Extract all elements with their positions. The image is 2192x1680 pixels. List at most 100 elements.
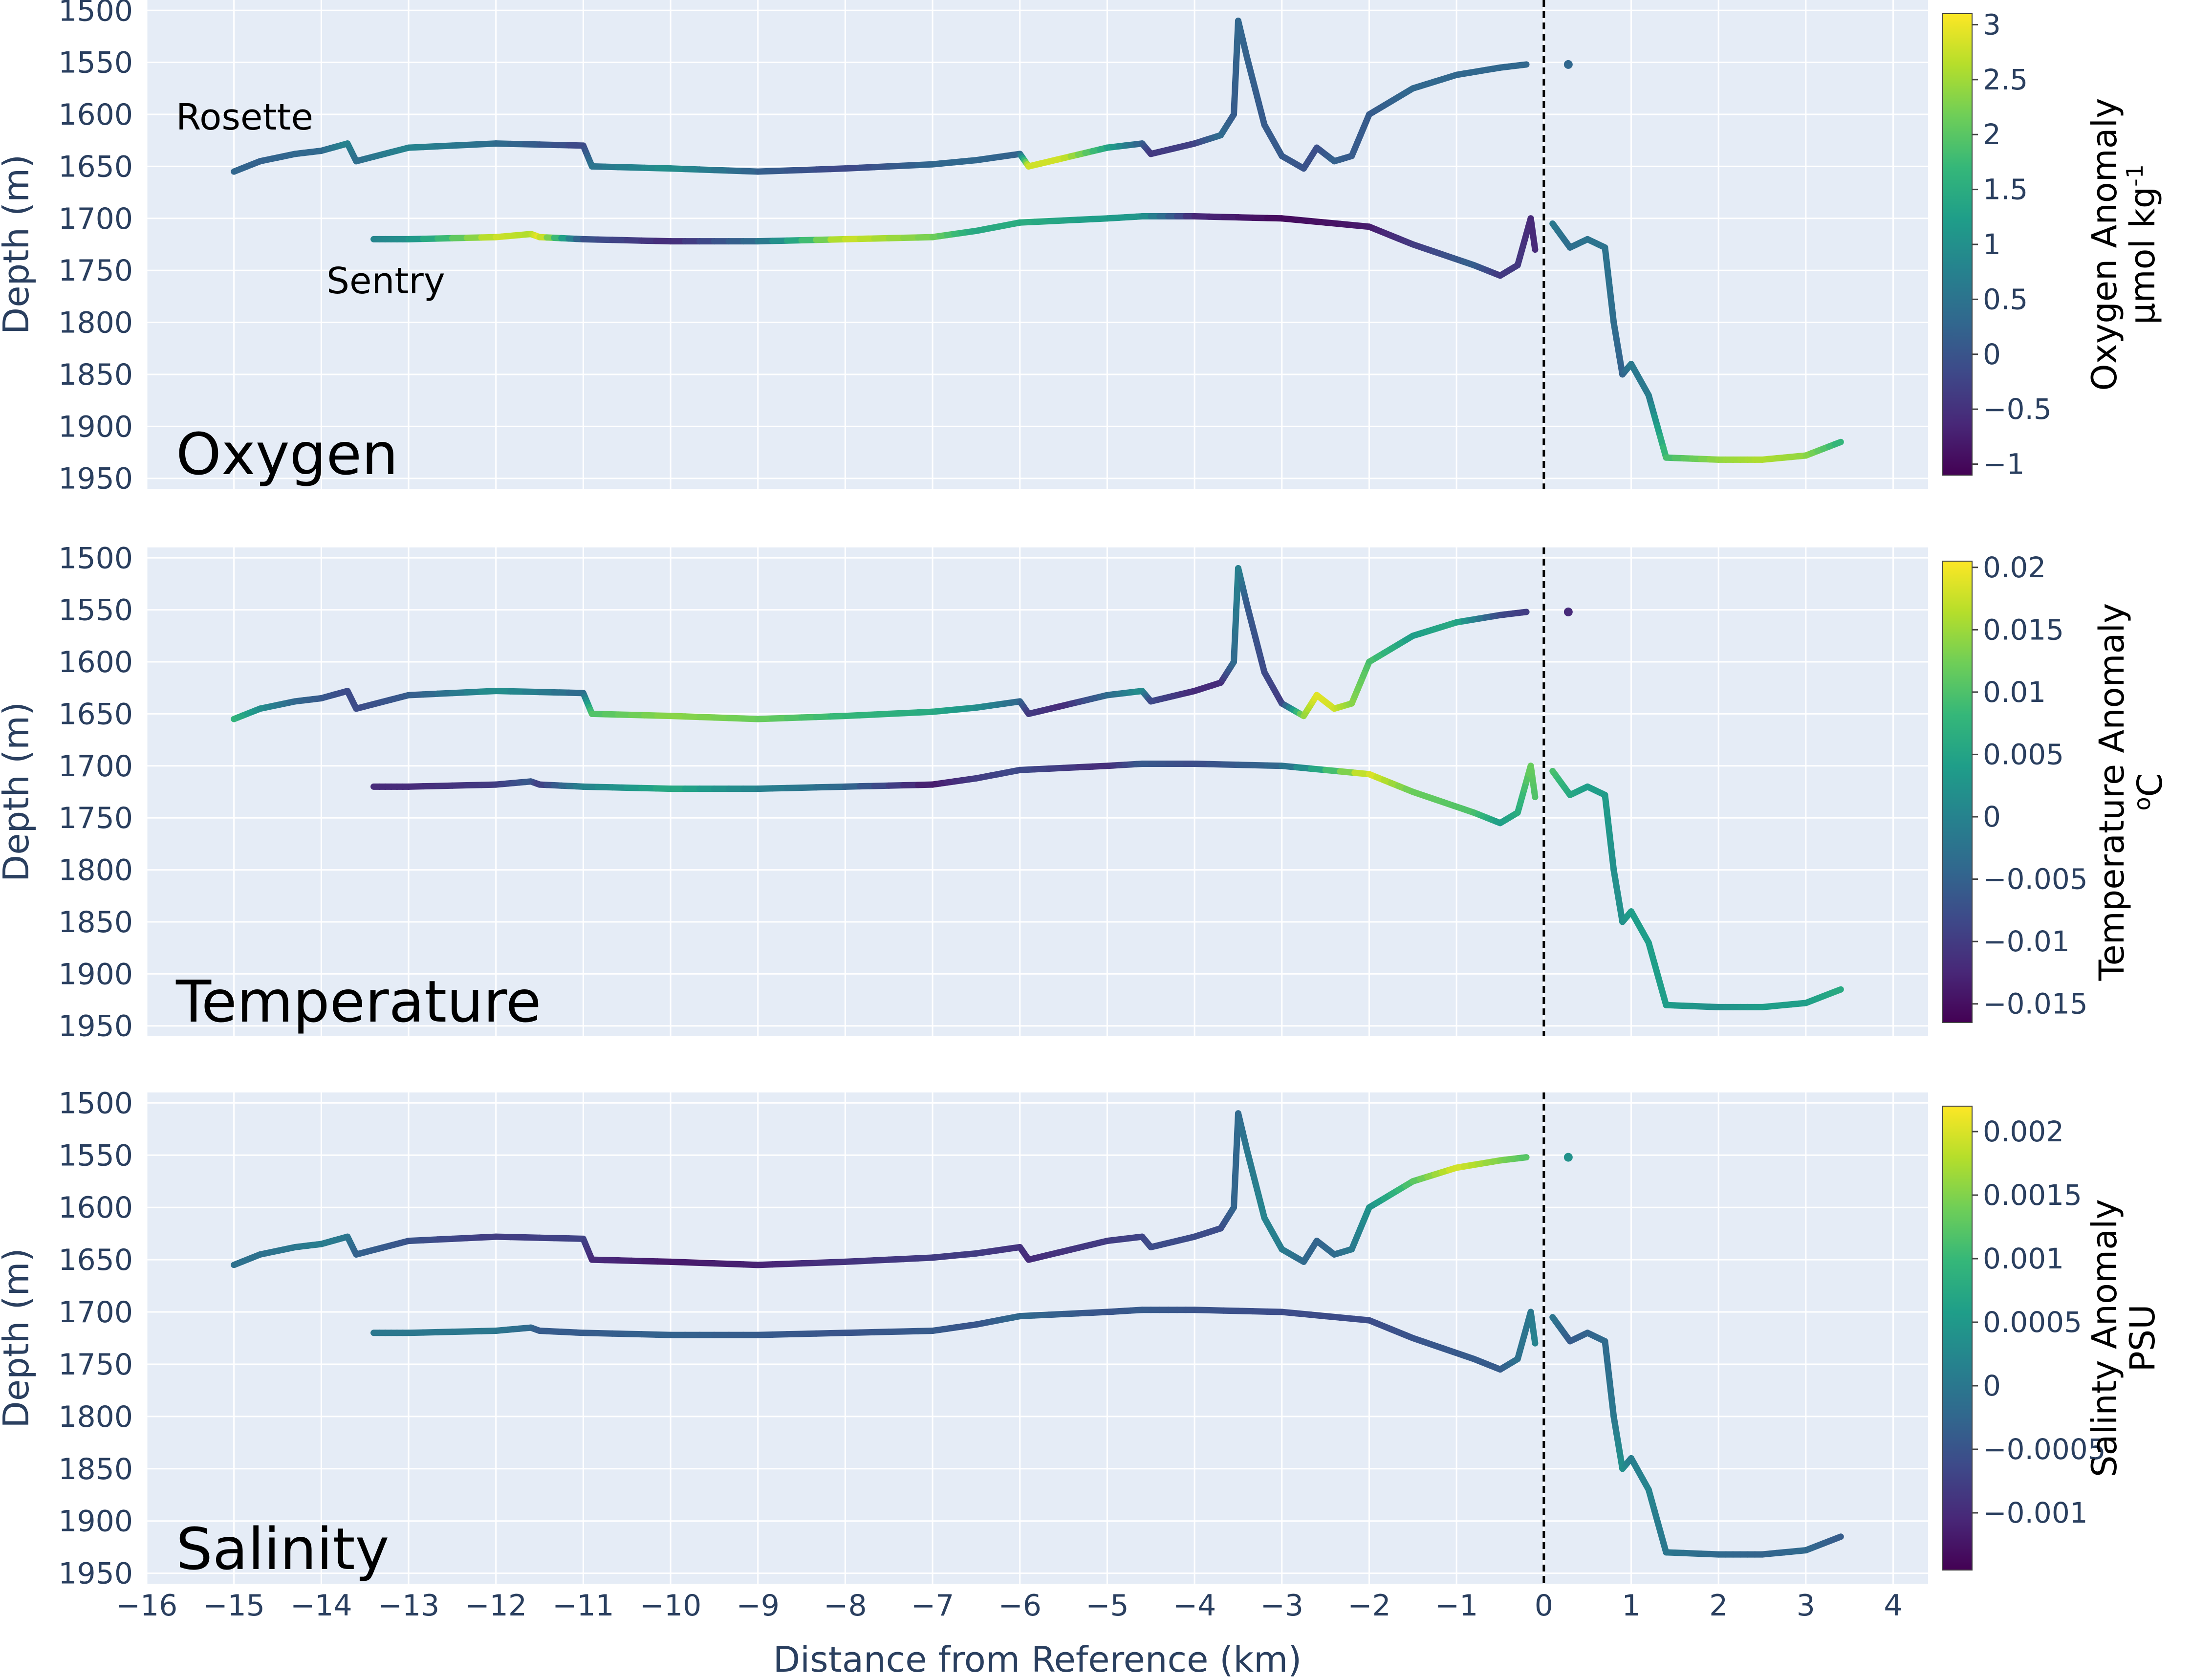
colorbar: 0.002 0.0015 0.001 0.0005 0 −0.0005 −0.001 Sali… (1942, 1106, 2163, 1571)
series-segment (1531, 1335, 1539, 1347)
colorbar-title-line1: Salinty Anomaly (2084, 1199, 2125, 1477)
colorbar-tick-label: 0.0015 (1983, 1178, 2082, 1212)
series-sentry (1549, 767, 1844, 1010)
y-tick-label: 1700 (58, 1295, 133, 1330)
colorbar-title-line1: Temperature Anomaly (2092, 603, 2132, 982)
panel-title: Temperature (175, 968, 541, 1035)
colorbar-title-unit: PSU (2123, 1305, 2163, 1372)
y-tick-label: 1500 (58, 541, 133, 575)
series-sentry (370, 1307, 1539, 1373)
y-tick-label: 1950 (58, 1557, 133, 1591)
y-tick-label: 1950 (58, 1009, 133, 1044)
panel-title: Oxygen (176, 420, 398, 488)
y-tick-label: 1650 (58, 1243, 133, 1277)
colorbar-tick-label: 0 (1983, 338, 2001, 371)
y-tick-label: 1950 (58, 462, 133, 496)
colorbar-title-unit: C (2130, 773, 2170, 797)
x-tick-label: −13 (378, 1589, 440, 1623)
y-tick-label: 1500 (58, 1086, 133, 1120)
y-tick-label: 1850 (58, 358, 133, 392)
x-tick-label: −14 (290, 1589, 352, 1623)
x-tick-label: −15 (203, 1589, 265, 1623)
colorbar-tick-label: 0.02 (1983, 551, 2046, 584)
data-point (1563, 60, 1573, 69)
x-axis-title: Distance from Reference (km) (773, 1639, 1302, 1680)
series-rosette (1563, 60, 1573, 69)
colorbar-tick-label: 0.01 (1983, 676, 2046, 709)
colorbar-tick-label: 2 (1983, 118, 2001, 151)
series-segment (1531, 788, 1539, 801)
colorbar-gradient (1942, 1106, 1973, 1571)
x-tick-label: 2 (1709, 1589, 1728, 1623)
y-axis-title: Depth (m) (0, 1248, 37, 1428)
colorbar-title-sup: o (2129, 797, 2155, 810)
colorbar-tick-label: 0.002 (1983, 1115, 2064, 1148)
colorbar-tick-label: 0 (1983, 1369, 2001, 1402)
colorbar-title-line2: oC (2129, 773, 2170, 810)
colorbar-tick-label: 0 (1983, 800, 2001, 833)
series-rosette (1563, 1153, 1573, 1162)
x-tick-label: −3 (1260, 1589, 1303, 1623)
colorbar-title-sup: -1 (2122, 164, 2148, 187)
x-tick-label: −8 (824, 1589, 867, 1623)
colorbar-tick-label: −0.01 (1983, 925, 2070, 958)
panel-1: 1500 1550 1600 1650 1700 1750 1800 1850 1900 1950… (0, 541, 2170, 1043)
x-tick-label: −4 (1173, 1589, 1216, 1623)
y-tick-label: 1750 (58, 254, 133, 288)
y-tick-label: 1700 (58, 202, 133, 236)
sentry-annotation: Sentry (326, 260, 445, 302)
colorbar-title-line2: μmol kg-1 (2122, 164, 2163, 325)
x-tick-label: −9 (737, 1589, 780, 1623)
y-tick-label: 1800 (58, 853, 133, 888)
x-tick-label: −12 (465, 1589, 527, 1623)
colorbar-tick-label: 0.001 (1983, 1242, 2064, 1275)
y-tick-label: 1900 (58, 1505, 133, 1539)
y-tick-label: 1900 (58, 957, 133, 991)
x-tick-label: −2 (1347, 1589, 1390, 1623)
colorbar-tick-label: −0.5 (1983, 393, 2052, 426)
x-tick-label: −6 (998, 1589, 1042, 1623)
y-tick-label: 1800 (58, 306, 133, 340)
panel-2: −16 −15 −14 −13 −12 −11 −10 −9 −8 −7 −6 −5 −4 −3 −2 −1 0… (0, 1086, 2163, 1623)
colorbar-tick-label: 1 (1983, 228, 2001, 261)
y-tick-label: 1550 (58, 1138, 133, 1173)
series-segment (1531, 241, 1539, 253)
series-sentry (1549, 220, 1844, 463)
colorbar-title-line2: PSU (2123, 1305, 2163, 1372)
series-segment (1831, 1533, 1844, 1542)
series-rosette (1563, 607, 1573, 616)
colorbar-tick-label: −1 (1983, 448, 2025, 481)
x-tick-label: −10 (640, 1589, 702, 1623)
y-tick-label: 1850 (58, 1452, 133, 1486)
plot-background (147, 1092, 1928, 1584)
colorbar-tick-label: 2.5 (1983, 63, 2028, 96)
y-tick-label: 1550 (58, 593, 133, 628)
x-tick-label: 0 (1535, 1589, 1553, 1623)
colorbar-tick-label: 3 (1983, 8, 2001, 41)
y-tick-label: 1600 (58, 645, 133, 679)
x-tick-label: −7 (911, 1589, 954, 1623)
colorbar-title-unit: μmol kg (2123, 187, 2163, 325)
y-tick-label: 1650 (58, 697, 133, 731)
colorbar-tick-label: 0.5 (1983, 283, 2028, 316)
colorbar-tick-label: 0.0005 (1983, 1306, 2082, 1339)
y-tick-label: 1600 (58, 1191, 133, 1225)
series-segment (1831, 438, 1844, 448)
x-tick-label: −5 (1085, 1589, 1129, 1623)
y-axis-title: Depth (m) (0, 702, 37, 882)
panel-title: Salinity (176, 1515, 389, 1583)
y-tick-label: 1900 (58, 410, 133, 444)
y-tick-label: 1600 (58, 98, 133, 132)
plot-background (147, 0, 1928, 489)
y-tick-label: 1700 (58, 749, 133, 784)
colorbar-tick-label: 1.5 (1983, 173, 2028, 206)
x-tick-label: 1 (1622, 1589, 1640, 1623)
series-rosette (231, 18, 1530, 175)
y-tick-label: 1500 (58, 0, 133, 28)
colorbar-gradient (1942, 561, 1973, 1023)
y-tick-label: 1550 (58, 46, 133, 80)
series-rosette (231, 565, 1530, 722)
